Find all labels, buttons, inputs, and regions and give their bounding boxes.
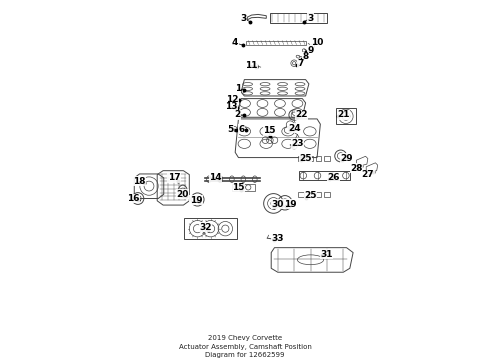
- Text: 30: 30: [271, 199, 284, 208]
- Text: 5: 5: [227, 125, 234, 134]
- Text: 17: 17: [168, 174, 180, 183]
- Text: 33: 33: [271, 234, 284, 243]
- Text: 14: 14: [209, 174, 222, 183]
- Text: 19: 19: [284, 199, 297, 208]
- Text: 19: 19: [190, 196, 202, 204]
- Text: 15: 15: [232, 183, 245, 192]
- Text: 13: 13: [224, 102, 237, 111]
- Text: 32: 32: [199, 222, 212, 231]
- Text: 9: 9: [307, 46, 314, 55]
- Text: 4: 4: [232, 39, 238, 48]
- Text: 15: 15: [263, 126, 275, 135]
- Text: 8: 8: [302, 52, 309, 61]
- Text: 3: 3: [307, 14, 314, 23]
- Text: 2: 2: [234, 111, 241, 120]
- Text: 29: 29: [340, 154, 353, 163]
- Text: 21: 21: [337, 111, 349, 120]
- Text: 1: 1: [235, 84, 241, 93]
- Text: 20: 20: [176, 190, 189, 199]
- Text: 27: 27: [362, 170, 374, 179]
- Text: 25: 25: [304, 192, 317, 201]
- Text: 2019 Chevy Corvette
Actuator Assembly, Camshaft Position
Diagram for 12662599: 2019 Chevy Corvette Actuator Assembly, C…: [178, 335, 312, 358]
- Text: 31: 31: [320, 250, 333, 259]
- Text: 26: 26: [327, 173, 340, 182]
- Text: 7: 7: [297, 59, 304, 68]
- Text: 28: 28: [350, 164, 363, 173]
- Text: 16: 16: [127, 194, 140, 203]
- Text: 10: 10: [311, 39, 323, 48]
- Text: 6: 6: [239, 125, 245, 134]
- Text: 11: 11: [245, 61, 257, 70]
- Text: 3: 3: [240, 14, 246, 23]
- Text: 12: 12: [226, 95, 239, 104]
- Text: 18: 18: [133, 177, 146, 186]
- Text: 23: 23: [291, 139, 304, 148]
- Text: 24: 24: [288, 123, 300, 132]
- Text: 25: 25: [299, 154, 312, 163]
- Text: 22: 22: [295, 111, 308, 120]
